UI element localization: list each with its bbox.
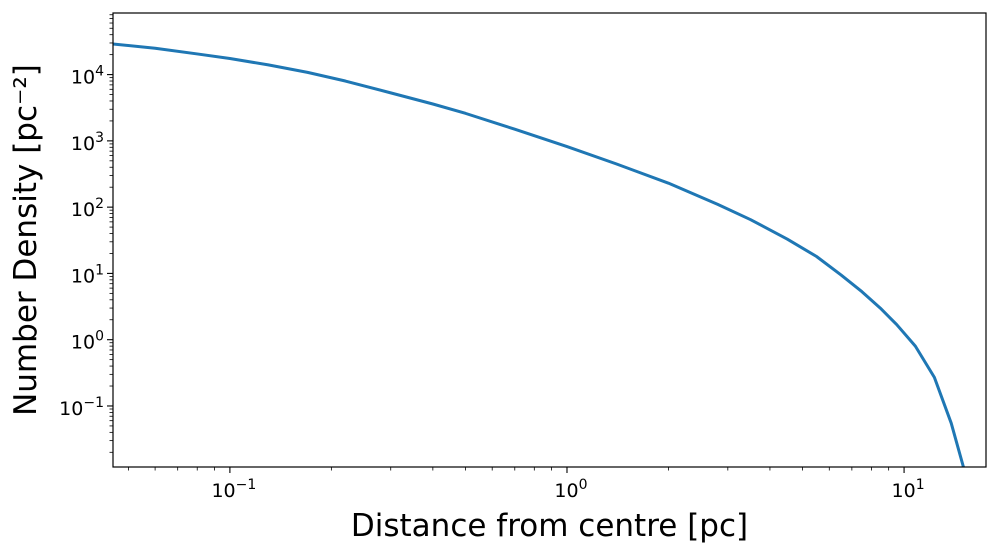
x-tick-label: 10−1 <box>211 477 256 502</box>
plot-frame <box>112 12 987 468</box>
y-tick-labels: 10−1 100 101 102 103 104 <box>59 64 104 420</box>
y-tick-label: 104 <box>71 64 104 89</box>
minor-tick-marks <box>109 14 890 471</box>
y-tick-label: 102 <box>71 196 104 221</box>
y-axis-label: Number Density [pc⁻²] <box>8 64 44 416</box>
plot-area <box>112 42 965 468</box>
major-tick-marks <box>107 74 905 473</box>
y-tick-label: 101 <box>71 262 104 287</box>
x-tick-label: 101 <box>892 477 925 502</box>
x-tick-label: 100 <box>554 477 587 502</box>
y-tick-label: 103 <box>71 130 104 155</box>
y-tick-label: 100 <box>71 329 104 354</box>
y-tick-label: 10−1 <box>59 395 104 420</box>
x-axis-label: Distance from centre [pc] <box>351 508 748 544</box>
density-profile-line <box>112 42 965 468</box>
x-tick-labels: 10−1 100 101 <box>211 477 924 502</box>
